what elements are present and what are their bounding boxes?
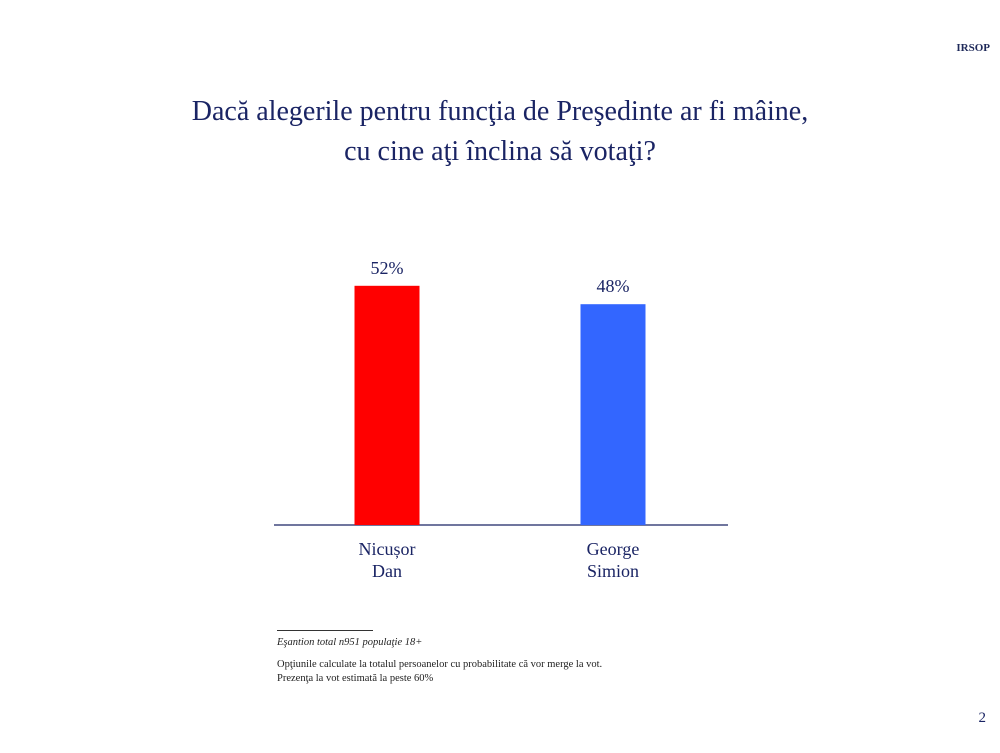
footnote-divider	[277, 630, 373, 631]
method-note-1: Opţiunile calculate la totalul persoanel…	[277, 659, 603, 670]
category-label-1-line-2: Dan	[372, 561, 402, 581]
method-note-2: Prezenţa la vot estimată la peste 60%	[277, 673, 434, 684]
brand-logo-text: IRSOP	[956, 42, 990, 54]
bar-value-label-1: 52%	[371, 258, 404, 278]
bar-2	[580, 304, 646, 525]
sample-note: Eşantion total n951 populaţie 18+	[277, 637, 423, 648]
footnotes: Eşantion total n951 populaţie 18+ Opţiun…	[277, 630, 602, 686]
bar-value-label-2: 48%	[597, 276, 630, 296]
category-label-2-line-2: Simion	[587, 561, 639, 581]
chart-title-line-2: cu cine aţi înclina să votaţi?	[344, 136, 656, 167]
chart-title: Dacă alegerile pentru funcţia de Preşedi…	[0, 92, 1000, 172]
category-label-2-line-1: George	[587, 539, 640, 559]
chart-title-line-1: Dacă alegerile pentru funcţia de Preşedi…	[191, 96, 809, 127]
page-number: 2	[978, 710, 987, 726]
category-label-1-line-1: Nicușor	[359, 539, 416, 559]
bar-1	[354, 285, 420, 525]
